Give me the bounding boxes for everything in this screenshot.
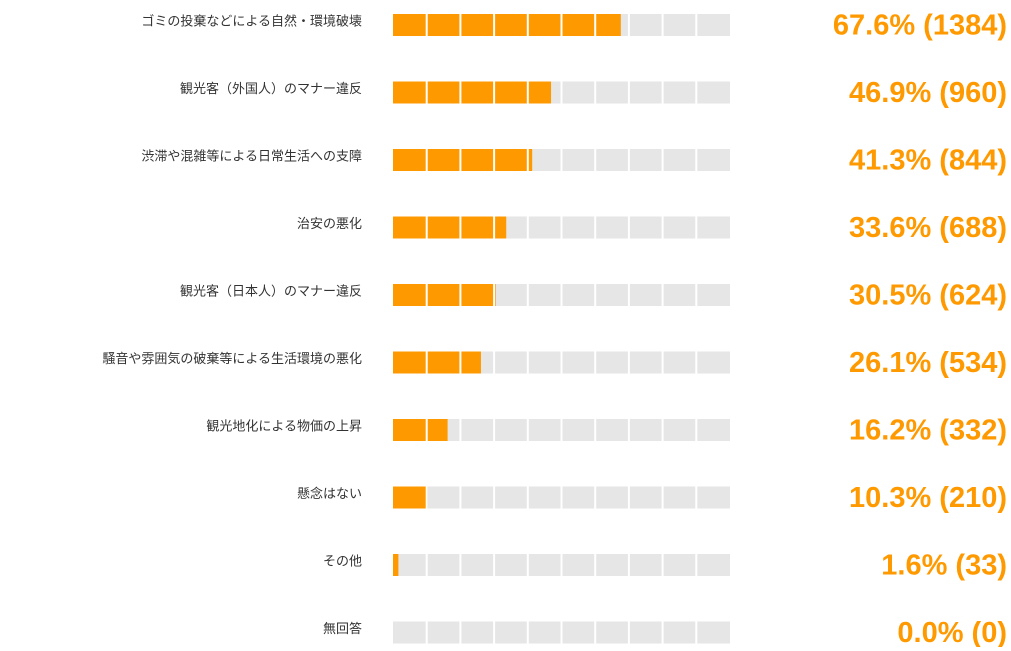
- bar: [393, 554, 399, 576]
- category-label: 観光客（日本人）のマナー違反: [180, 284, 362, 300]
- category-label: その他: [323, 555, 362, 570]
- bar: [393, 284, 496, 306]
- value-label: 67.6% (1384): [833, 10, 1007, 42]
- bar: [393, 486, 428, 509]
- bar: [393, 149, 533, 171]
- value-label: 0.0% (0): [897, 617, 1007, 647]
- value-label: 46.9% (960): [849, 77, 1007, 109]
- category-label: ゴミの投棄などによる自然・環境破壊: [141, 14, 362, 30]
- value-label: 41.3% (844): [849, 145, 1007, 177]
- category-label: 無回答: [323, 621, 362, 637]
- bar: [393, 351, 481, 374]
- value-label: 33.6% (688): [849, 212, 1007, 244]
- value-label: 16.2% (332): [849, 415, 1007, 447]
- category-label: 騒音や雰囲気の破棄等による生活環境の悪化: [102, 351, 362, 367]
- value-label: 1.6% (33): [881, 550, 1007, 582]
- category-label: 観光地化による物価の上昇: [206, 420, 362, 435]
- category-label: 観光客（外国人）のマナー違反: [180, 81, 362, 97]
- bar: [393, 14, 621, 36]
- value-label: 26.1% (534): [849, 347, 1007, 379]
- bar: [393, 216, 507, 239]
- category-label: 懸念はない: [297, 486, 362, 502]
- value-label: 30.5% (624): [849, 280, 1007, 312]
- category-label: 渋滞や混雑等による日常生活への支障: [141, 149, 362, 165]
- category-label: 治安の悪化: [297, 217, 362, 232]
- value-label: 10.3% (210): [849, 482, 1007, 514]
- bar: [393, 419, 448, 441]
- bar: [393, 81, 552, 104]
